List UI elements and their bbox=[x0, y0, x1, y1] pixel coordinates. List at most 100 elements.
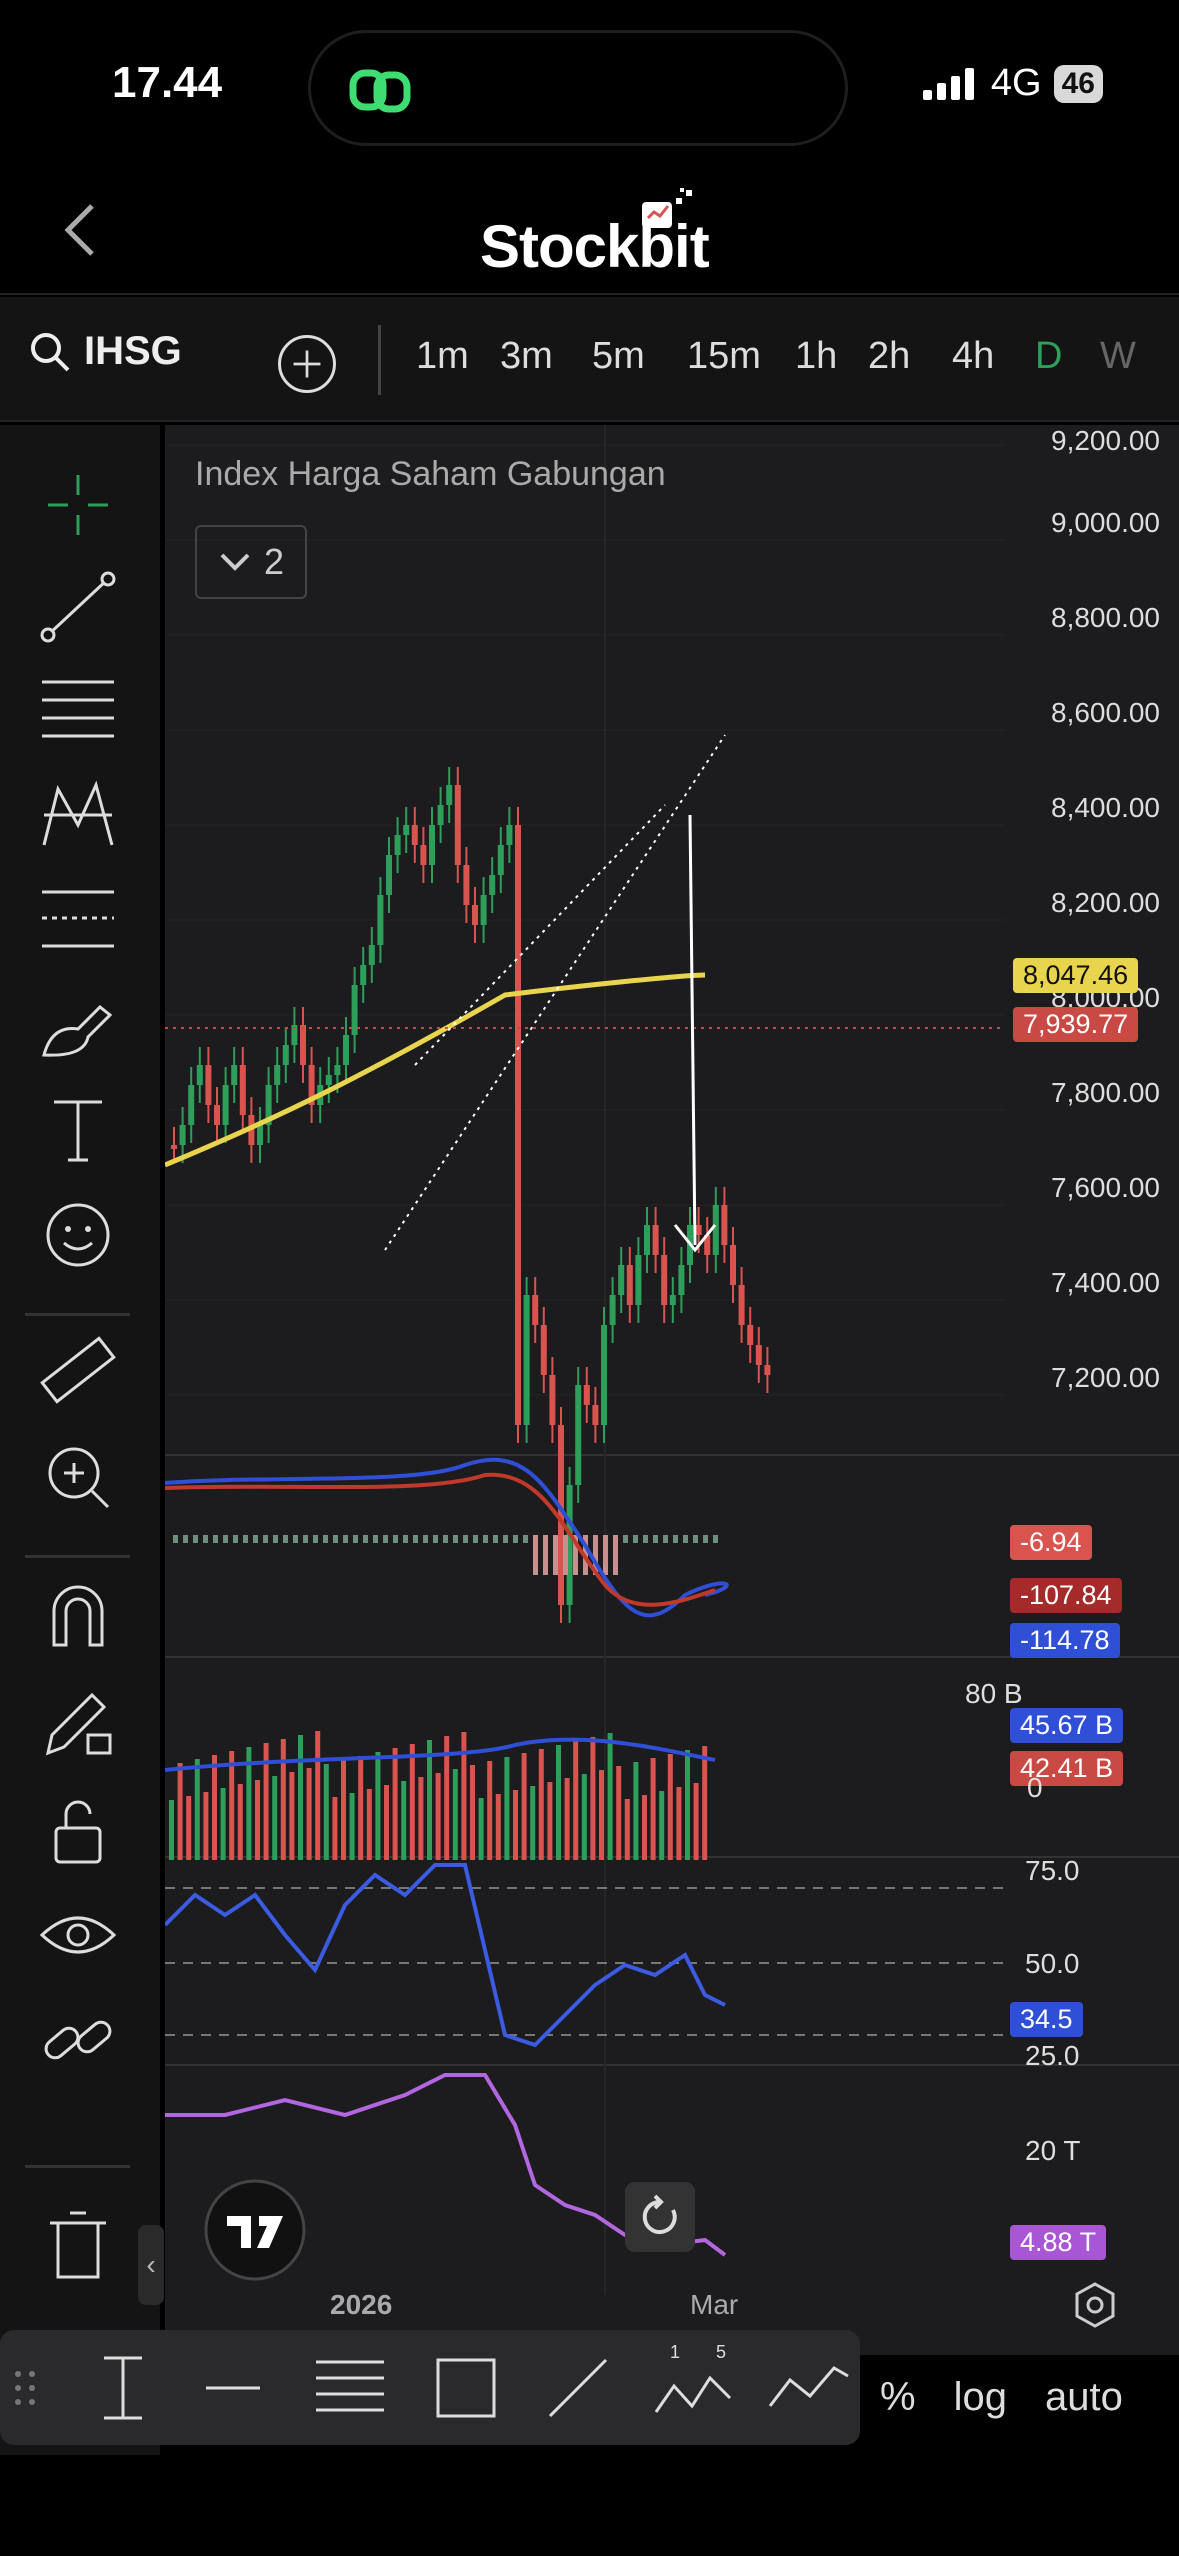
price-candle bbox=[558, 1425, 564, 1605]
chart-area[interactable]: Index Harga Saham Gabungan 2 9,200.00 9,… bbox=[165, 425, 1179, 2355]
price-candle bbox=[308, 1065, 315, 1105]
magnet-icon[interactable] bbox=[30, 1575, 126, 1655]
unlock-icon[interactable] bbox=[30, 1790, 126, 1870]
volume-bar bbox=[418, 1777, 424, 1860]
parallel-lines-icon[interactable] bbox=[312, 2350, 388, 2426]
price-candle bbox=[592, 1405, 599, 1425]
macd-histogram-bar bbox=[383, 1535, 388, 1543]
tradingview-logo-icon[interactable] bbox=[203, 2178, 307, 2282]
vertical-measure-icon[interactable] bbox=[90, 2350, 156, 2426]
timeframe-15m[interactable]: 15m bbox=[687, 335, 761, 377]
price-candle bbox=[179, 1125, 186, 1145]
rsi-value-label: 34.5 bbox=[1010, 2002, 1083, 2037]
fib-levels-icon[interactable] bbox=[30, 880, 126, 960]
horizontal-lines-icon[interactable] bbox=[30, 670, 126, 750]
ray-line-icon[interactable] bbox=[540, 2350, 616, 2426]
timeframe-w[interactable]: W bbox=[1100, 335, 1136, 377]
settings-icon[interactable] bbox=[1070, 2280, 1120, 2330]
macd-histogram-bar bbox=[513, 1535, 518, 1543]
scale-options: % log auto bbox=[880, 2375, 1123, 2420]
drawing-sidebar bbox=[0, 425, 160, 2455]
timeframe-5m[interactable]: 5m bbox=[592, 335, 645, 377]
price-candle bbox=[644, 1225, 650, 1255]
volume-bar bbox=[659, 1791, 665, 1860]
log-scale-toggle[interactable]: log bbox=[953, 2375, 1007, 2419]
volume-bar bbox=[685, 1750, 690, 1860]
price-candle bbox=[386, 855, 392, 895]
volume-bar bbox=[358, 1756, 364, 1860]
price-axis-label: 8,800.00 bbox=[1051, 602, 1160, 633]
price-axis-label: 7,200.00 bbox=[1051, 1362, 1160, 1393]
visibility-icon[interactable] bbox=[30, 1895, 126, 1975]
volume-bar bbox=[203, 1792, 209, 1860]
macd-histogram-bar bbox=[273, 1535, 278, 1543]
collapse-sidebar-button[interactable]: ‹ bbox=[138, 2225, 164, 2305]
percent-scale-toggle[interactable]: % bbox=[880, 2375, 916, 2419]
svg-text:5: 5 bbox=[716, 2342, 726, 2362]
drag-handle-icon[interactable] bbox=[10, 2366, 40, 2410]
trend-line-icon[interactable] bbox=[30, 567, 126, 647]
lock-drawing-icon[interactable] bbox=[30, 1683, 126, 1763]
macd-histogram-bar bbox=[263, 1535, 268, 1543]
price-candle bbox=[300, 1025, 306, 1065]
symbol-search[interactable]: IHSG bbox=[28, 329, 182, 374]
price-axis-label: 8,600.00 bbox=[1051, 697, 1160, 728]
macd-histogram-bar bbox=[533, 1535, 538, 1575]
price-candle bbox=[394, 835, 401, 855]
pattern-icon[interactable] bbox=[30, 775, 126, 855]
link-icon[interactable] bbox=[30, 2000, 126, 2080]
volume-bar bbox=[590, 1737, 596, 1860]
price-axis-label: 7,600.00 bbox=[1051, 1172, 1160, 1203]
path-icon[interactable] bbox=[764, 2350, 850, 2426]
volume-bar bbox=[452, 1769, 458, 1860]
trash-icon[interactable] bbox=[30, 2203, 126, 2283]
price-candle bbox=[695, 1225, 702, 1235]
price-candle bbox=[291, 1025, 298, 1045]
timeframe-3m[interactable]: 3m bbox=[500, 335, 553, 377]
auto-scale-toggle[interactable]: auto bbox=[1044, 2375, 1123, 2419]
zoom-in-icon[interactable] bbox=[30, 1437, 126, 1517]
price-candle bbox=[343, 1035, 349, 1065]
timeframe-2h[interactable]: 2h bbox=[868, 335, 911, 377]
dynamic-island bbox=[308, 30, 848, 146]
timeframe-1h[interactable]: 1h bbox=[795, 335, 838, 377]
indicator-toggle-button[interactable]: 2 bbox=[195, 525, 307, 599]
text-tool-icon[interactable] bbox=[30, 1090, 126, 1170]
macd-histogram-bar bbox=[633, 1535, 638, 1543]
back-icon[interactable] bbox=[60, 200, 100, 260]
crosshair-icon[interactable] bbox=[30, 465, 126, 545]
ruler-icon[interactable] bbox=[30, 1330, 126, 1410]
timeframe-1m[interactable]: 1m bbox=[416, 335, 469, 377]
price-candle bbox=[609, 1295, 616, 1325]
price-candle bbox=[764, 1365, 771, 1375]
price-candle bbox=[661, 1255, 668, 1305]
macd-histogram-bar bbox=[503, 1535, 508, 1543]
macd-histogram-bar bbox=[623, 1535, 628, 1543]
brush-icon[interactable] bbox=[30, 985, 126, 1065]
price-candle bbox=[515, 825, 521, 1425]
price-candle bbox=[652, 1225, 659, 1255]
chart-canvas[interactable] bbox=[165, 425, 1179, 2355]
volume-bar bbox=[607, 1733, 613, 1860]
macd-histogram-bar bbox=[613, 1535, 618, 1575]
price-candle bbox=[635, 1255, 642, 1305]
price-candle bbox=[429, 825, 435, 865]
add-symbol-button[interactable] bbox=[278, 335, 336, 393]
volume-bar bbox=[624, 1799, 630, 1860]
volume-bar bbox=[427, 1740, 432, 1860]
volume-bar bbox=[693, 1783, 699, 1860]
volume-bar bbox=[289, 1772, 295, 1860]
volume-bar bbox=[435, 1773, 441, 1860]
price-candle bbox=[282, 1045, 289, 1065]
reset-chart-icon[interactable] bbox=[625, 2182, 695, 2252]
macd-histogram-bar bbox=[453, 1535, 458, 1543]
timeframe-d[interactable]: D bbox=[1035, 335, 1063, 377]
chart-toolbar: IHSG 1m 3m 5m 15m 1h 2h 4h D W bbox=[0, 297, 1179, 422]
emoji-icon[interactable] bbox=[30, 1195, 126, 1275]
timeframe-4h[interactable]: 4h bbox=[952, 335, 995, 377]
rectangle-icon[interactable] bbox=[428, 2350, 504, 2426]
volume-bar bbox=[616, 1766, 622, 1860]
horizontal-line-icon[interactable] bbox=[200, 2350, 266, 2426]
